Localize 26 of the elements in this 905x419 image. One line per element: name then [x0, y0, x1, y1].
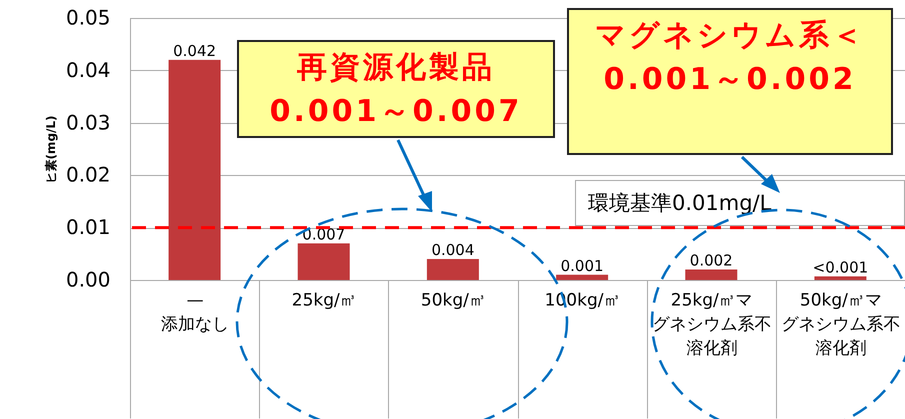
annotation: 再資源化製品 0.001～0.007	[237, 40, 555, 138]
label-box: 環境基準0.01mg/L	[575, 180, 905, 226]
bar	[298, 243, 350, 280]
y-tick-label: 0.02	[66, 162, 110, 187]
y-tick-label: 0.01	[66, 215, 110, 240]
x-tick-label: 25kg/㎥	[292, 290, 357, 310]
bar	[426, 259, 479, 280]
annotation: マグネシウム系＜0.001～0.002	[567, 8, 893, 155]
data-label: 0.004	[431, 241, 474, 260]
x-tick-label: — 添加なし	[161, 290, 230, 334]
bar	[685, 270, 738, 280]
y-tick-label: 0.05	[66, 6, 110, 30]
x-tick-label: 50kg/㎥マグネシウム系不溶化剤	[781, 290, 900, 358]
y-tick-label: 0.03	[66, 110, 110, 134]
data-label: 0.042	[173, 42, 216, 60]
bar	[168, 60, 221, 280]
y-tick-label: 0.00	[66, 268, 110, 292]
data-label: <0.001	[812, 258, 868, 276]
y-tick-label: 0.04	[66, 58, 110, 82]
x-tick-label: 50kg/㎥	[420, 290, 486, 310]
y-axis-title: ヒ素(mg/L)	[44, 115, 58, 184]
x-tick-label: 25kg/㎥マグネシウム系不溶化剤	[652, 290, 772, 358]
bar	[814, 276, 866, 280]
data-label: 0.001	[560, 256, 604, 275]
data-label: 0.002	[690, 252, 733, 270]
bar	[556, 274, 608, 280]
